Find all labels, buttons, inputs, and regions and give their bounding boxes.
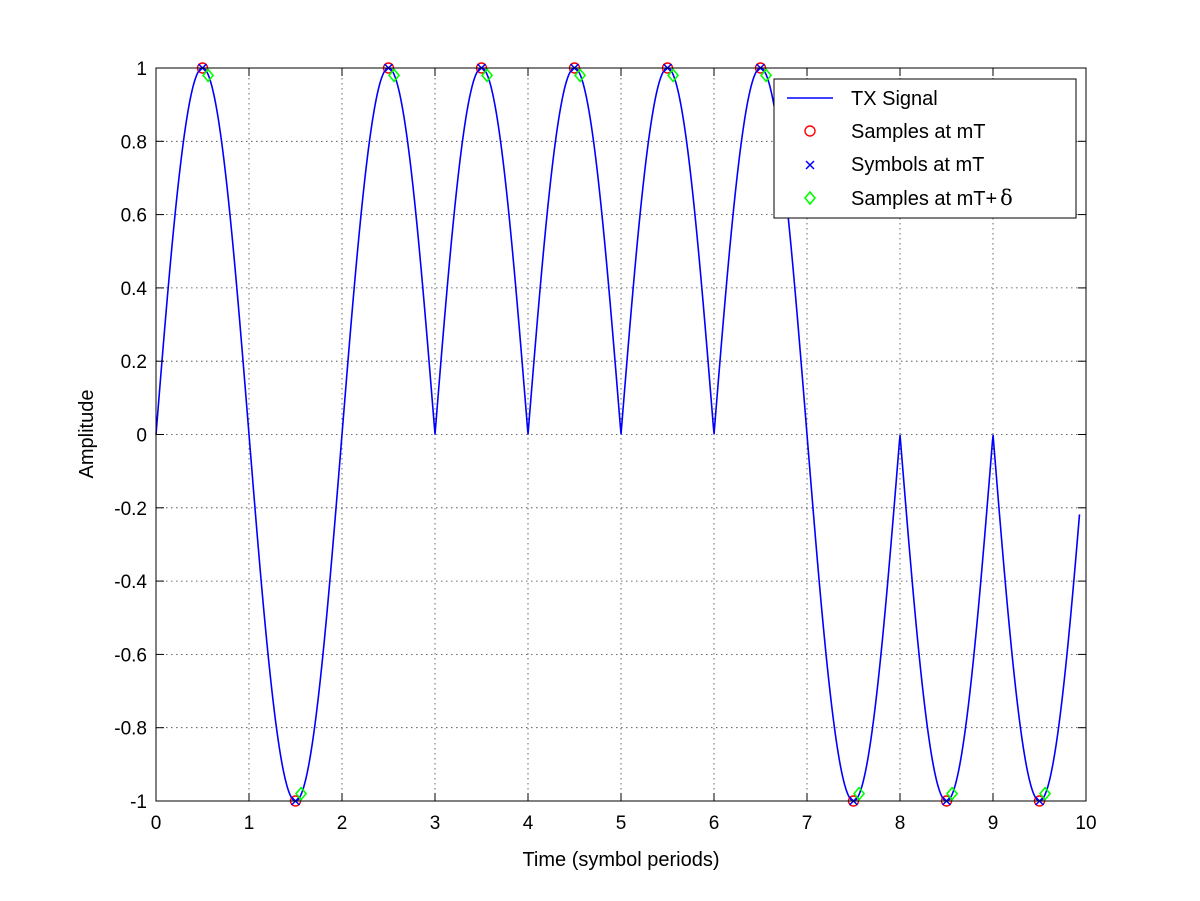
legend-label-tx-signal: TX Signal [851,88,938,110]
y-tick-label: -0.6 [114,645,147,666]
x-tick-label: 5 [616,813,627,834]
sample-at-mt-delta-marker [295,786,308,801]
x-tick-label: 8 [895,813,906,834]
legend-box [773,78,1077,219]
x-tick-label: 0 [151,813,162,834]
y-tick-label: -0.8 [114,719,147,740]
legend-entry-symbols-at-mt: Symbols at mT [805,154,984,176]
sample-at-mt-delta-marker [760,68,773,83]
legend-entry-samples-at-mt-delta: Samples at mT+ δ [803,186,1013,210]
sample-at-mt-delta-marker [202,68,215,83]
series-line-tx-signal [155,67,1081,802]
x-tick-label: 9 [988,813,999,834]
sample-at-mt-delta-marker [853,786,866,801]
y-tick-label: 0.6 [121,206,147,227]
x-tick-label: 4 [523,813,534,834]
y-tick-label: 1 [136,59,147,80]
x-tick-label: 10 [1075,813,1096,834]
sample-at-mt-delta-marker [1039,786,1052,801]
legend-label-samples-at-mt-delta-text: Samples at mT+ [851,188,997,210]
ticks: 0 1 2 3 4 5 6 7 8 9 10 -1 -0.8 -0.6 -0.4 -0.2 0 0.2 0.4 0.6… [114,59,1096,834]
x-tick-label: 1 [244,813,255,834]
legend-label-samples-at-mt: Samples at mT [851,121,985,143]
x-axis-label: Time (symbol periods) [522,849,719,871]
sample-at-mt-delta-marker [388,68,401,83]
y-tick-label: 0.2 [121,352,147,373]
y-tick-label: 0 [136,426,147,447]
x-tick-label: 2 [337,813,348,834]
legend-entry-tx-signal: TX Signal [787,88,938,110]
x-tick-label: 6 [709,813,720,834]
x-tick-label: 3 [430,813,441,834]
sample-at-mt-delta-marker [667,68,680,83]
y-tick-label: 0.4 [121,279,148,300]
legend-entry-samples-at-mt: Samples at mT [804,121,985,143]
y-tick-label: 0.8 [121,132,147,153]
legend-label-samples-at-mt-delta: Samples at mT+ δ [851,186,1013,210]
legend-swatch-samples-at-mt [804,125,816,137]
y-axis-label: Amplitude [76,390,98,479]
legend-label-symbols-at-mt: Symbols at mT [851,154,984,176]
legend-swatch-samples-at-mt-delta [803,190,817,206]
sample-at-mt-delta-marker [946,786,959,801]
y-tick-label: -1 [130,792,147,813]
x-tick-label: 7 [802,813,813,834]
sample-at-mt-delta-marker [574,68,587,83]
legend-swatch-symbols-at-mt [805,160,815,170]
y-tick-label: -0.4 [114,572,147,593]
legend-delta-symbol: δ [1000,186,1013,210]
legend: TX Signal Samples at mT Symbols at mT Sa… [773,78,1077,219]
sample-at-mt-delta-marker [481,68,494,83]
y-tick-label: -0.2 [114,499,147,520]
